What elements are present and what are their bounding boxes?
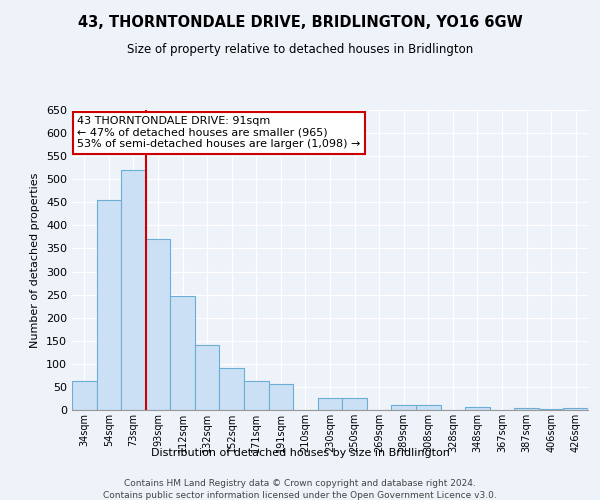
Bar	[269, 384, 293, 410]
Bar	[97, 200, 121, 410]
Text: Size of property relative to detached houses in Bridlington: Size of property relative to detached ho…	[127, 42, 473, 56]
Bar	[220, 368, 244, 410]
Text: Contains HM Land Registry data © Crown copyright and database right 2024.: Contains HM Land Registry data © Crown c…	[124, 479, 476, 488]
Bar	[416, 406, 440, 410]
Bar	[170, 296, 195, 410]
Bar	[342, 398, 367, 410]
Bar	[514, 408, 539, 410]
Bar	[72, 382, 97, 410]
Bar	[465, 407, 490, 410]
Bar	[121, 170, 146, 410]
Text: 43 THORNTONDALE DRIVE: 91sqm
← 47% of detached houses are smaller (965)
53% of s: 43 THORNTONDALE DRIVE: 91sqm ← 47% of de…	[77, 116, 361, 149]
Text: Contains public sector information licensed under the Open Government Licence v3: Contains public sector information licen…	[103, 491, 497, 500]
Bar	[391, 406, 416, 410]
Bar	[563, 408, 588, 410]
Bar	[244, 382, 269, 410]
Bar	[318, 398, 342, 410]
Bar	[195, 346, 220, 410]
Bar	[539, 408, 563, 410]
Text: 43, THORNTONDALE DRIVE, BRIDLINGTON, YO16 6GW: 43, THORNTONDALE DRIVE, BRIDLINGTON, YO1…	[77, 15, 523, 30]
Text: Distribution of detached houses by size in Bridlington: Distribution of detached houses by size …	[151, 448, 449, 458]
Y-axis label: Number of detached properties: Number of detached properties	[31, 172, 40, 348]
Bar	[146, 239, 170, 410]
